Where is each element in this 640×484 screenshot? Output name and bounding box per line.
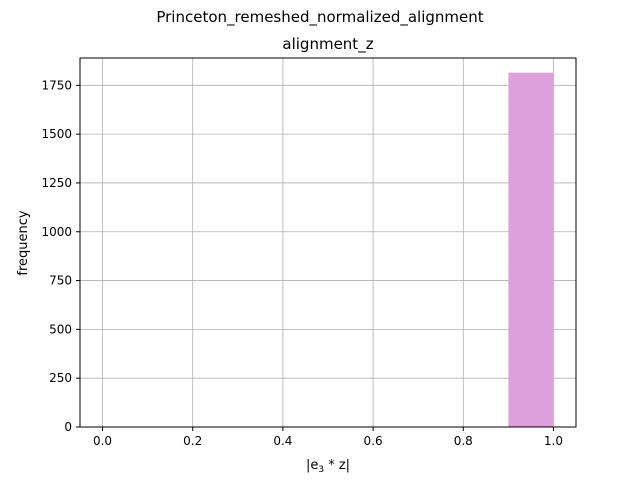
- figure-suptitle: Princeton_remeshed_normalized_alignment: [156, 8, 483, 27]
- x-tick-label-5: 1.0: [544, 434, 563, 448]
- grid-lines: [80, 58, 576, 428]
- y-tick-label-5: 1250: [41, 176, 72, 190]
- x-axis-label-suffix: * z|: [324, 458, 350, 473]
- y-tick-label-1: 250: [49, 371, 72, 385]
- x-axis-label-subscript: 3: [318, 465, 324, 475]
- x-tick-label-1: 0.2: [183, 434, 202, 448]
- y-axis-label: frequency: [16, 210, 31, 276]
- x-tick-label-2: 0.4: [273, 434, 292, 448]
- y-tick-label-4: 1000: [41, 225, 72, 239]
- y-tick-label-2: 500: [49, 322, 72, 336]
- y-tick-label-0: 0: [64, 420, 72, 434]
- x-tick-label-4: 0.8: [454, 434, 473, 448]
- histogram-bar-0: [508, 72, 554, 428]
- x-tick-label-0: 0.0: [93, 434, 112, 448]
- bars: [508, 72, 554, 428]
- y-tick-label-6: 1500: [41, 127, 72, 141]
- x-tick-label-3: 0.6: [364, 434, 383, 448]
- y-axis-ticks: 0 250 500 750 1000 1250 1500 1750: [41, 78, 80, 434]
- x-axis-label-prefix: |e: [306, 458, 318, 473]
- y-tick-label-3: 750: [49, 274, 72, 288]
- chart-title: alignment_z: [282, 35, 373, 54]
- y-tick-label-7: 1750: [41, 78, 72, 92]
- axes-border: [79, 57, 577, 428]
- axes-frame: [79, 57, 577, 428]
- x-axis-label: |e3 * z|: [306, 458, 350, 475]
- x-axis-ticks: 0.0 0.2 0.4 0.6 0.8 1.0: [93, 427, 563, 448]
